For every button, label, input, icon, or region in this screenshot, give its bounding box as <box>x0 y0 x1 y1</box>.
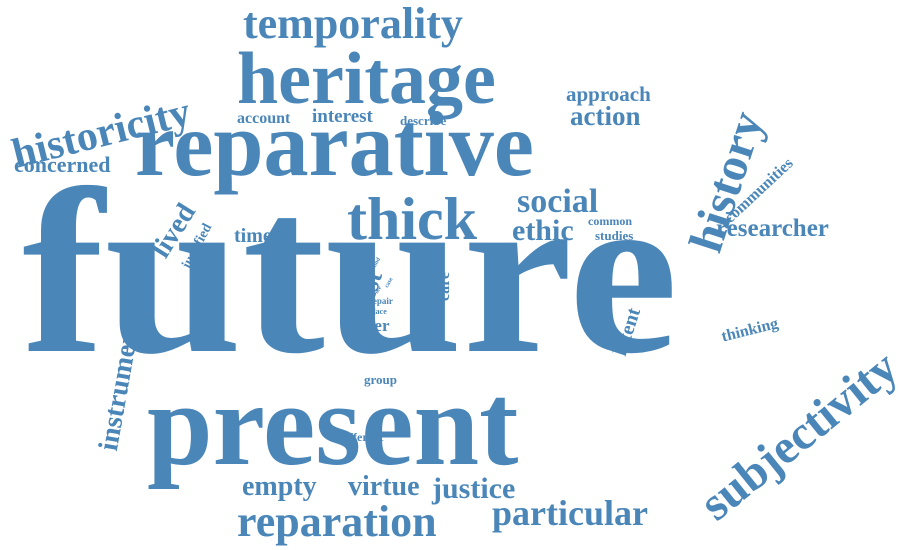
word-paper: paper <box>347 316 390 335</box>
word-group: group <box>364 372 397 387</box>
word-subjectivity: subjectivity <box>690 340 900 531</box>
word-temporality: temporality <box>243 0 463 48</box>
word-different: different <box>339 430 384 444</box>
word-repair: repair <box>369 296 393 306</box>
word-describe: describe <box>400 113 447 128</box>
word-reparative: reparative <box>135 93 534 195</box>
word-particular: particular <box>492 493 648 533</box>
word-interest: interest <box>312 106 373 127</box>
word-common: common <box>588 214 632 228</box>
word-place: place <box>369 307 387 316</box>
word-thick: thick <box>347 186 478 252</box>
word-account: account <box>237 110 291 127</box>
word-work: work <box>354 333 381 347</box>
word-researcher: researcher <box>716 215 829 242</box>
word-present: present <box>147 359 519 490</box>
word-empty: empty <box>242 471 317 502</box>
word-thinking: thinking <box>719 315 780 346</box>
word-action: action <box>570 101 641 131</box>
word-time: time <box>234 225 272 247</box>
word-care: care <box>436 271 453 301</box>
word-virtue: virtue <box>348 471 420 502</box>
word-approach: approach <box>566 82 651 106</box>
word-ethic: ethic <box>512 214 574 247</box>
word-heritage: heritage <box>237 38 496 120</box>
word-studies: studies <box>595 228 634 243</box>
word-justice: justice <box>432 472 516 505</box>
word-social: social <box>517 183 599 220</box>
word-reparation: reparation <box>237 497 437 546</box>
word-concerned: concerned <box>14 152 111 177</box>
word-future: future <box>22 142 679 403</box>
